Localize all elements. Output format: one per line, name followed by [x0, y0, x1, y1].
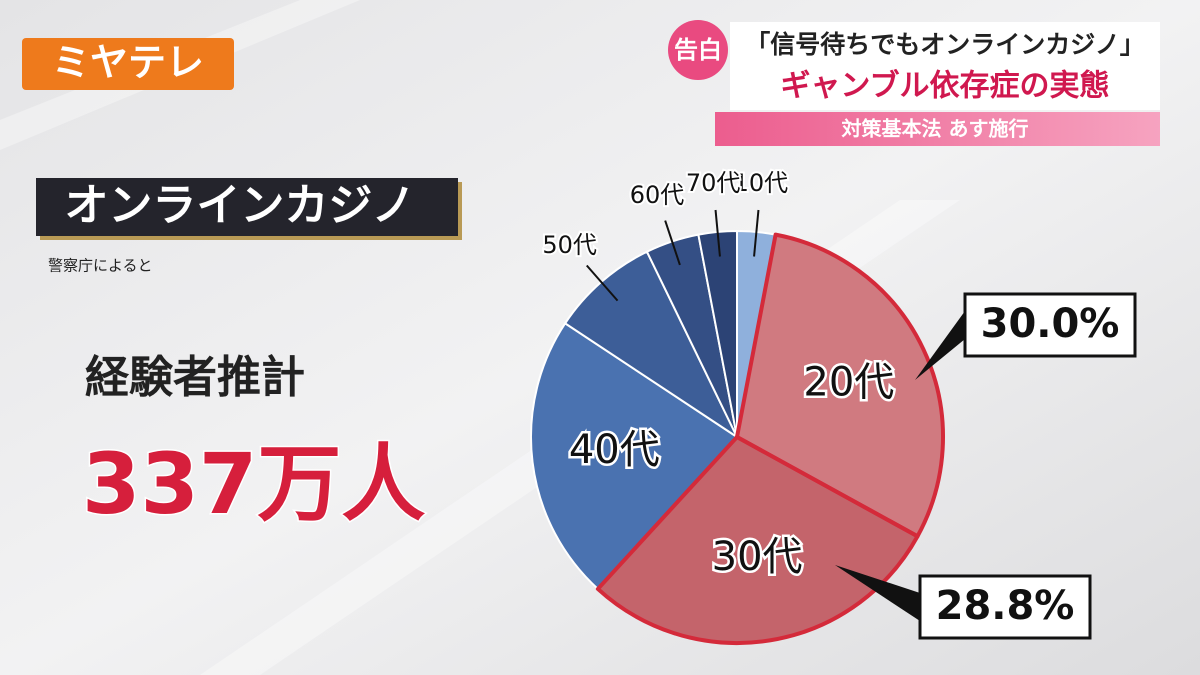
slice-label: 70代 [686, 169, 741, 197]
slice-label: 30代 [712, 534, 803, 580]
panel-source: 警察庁によると [48, 257, 153, 275]
callout-label: 28.8% [936, 583, 1075, 629]
leader-line [753, 209, 760, 257]
logo: ミヤテレ [52, 41, 204, 85]
leader-line [714, 209, 721, 257]
leader-line [586, 264, 619, 302]
headline-quote: 「信号待ちでもオンラインカジノ」 [745, 30, 1145, 59]
leader-line [664, 220, 681, 266]
headline-sub: 対策基本法 あす施行 [841, 117, 1029, 141]
callout-box [963, 292, 1137, 358]
tag-circle [668, 20, 728, 80]
headline-main: ギャンブル依存症の実態 [780, 69, 1109, 104]
callout-pointer [915, 311, 965, 380]
slice-label: 10代 [734, 169, 789, 197]
slice-label: 60代 [630, 181, 685, 209]
panel-title-box [36, 178, 458, 236]
slice-label: 20代 [803, 359, 894, 405]
slice-highlight [595, 435, 920, 645]
slice-label: 40代 [569, 427, 660, 473]
pie-chart: 10代 20代 30代 40代 50代 60代 70代 30.0% 28.8% [530, 167, 1137, 645]
headline-tag: 告白 [674, 36, 722, 64]
slice-label: 50代 [542, 231, 597, 259]
logo-box [22, 38, 234, 90]
pie-slice [530, 321, 739, 591]
headline-box [730, 22, 1160, 110]
headline-bar [715, 112, 1160, 146]
slice-highlight [735, 232, 945, 539]
callout-box [918, 574, 1092, 640]
panel-title: オンラインカジノ [64, 180, 415, 231]
callout-pointer [835, 565, 920, 621]
panel-label: 経験者推計 [85, 352, 305, 403]
panel-value: 337万人 [82, 435, 425, 533]
callout-label: 30.0% [981, 301, 1120, 347]
